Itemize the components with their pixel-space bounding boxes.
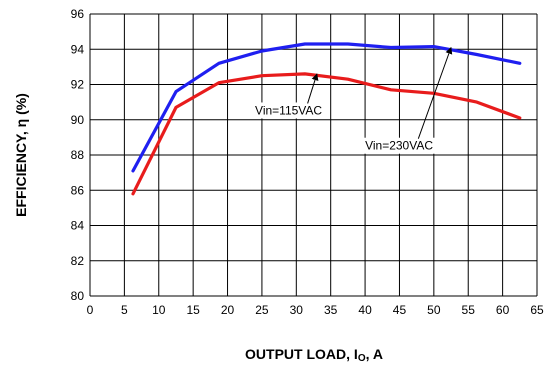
x-tick-label: 20 (221, 303, 235, 317)
y-tick-label: 84 (71, 219, 85, 233)
x-tick-label: 65 (530, 303, 544, 317)
y-tick-labels: 80 82 84 86 88 90 92 94 96 (71, 7, 85, 303)
x-tick-label: 40 (358, 303, 372, 317)
y-tick-label: 80 (71, 289, 85, 303)
y-tick-label: 94 (71, 42, 85, 56)
x-tick-label: 30 (290, 303, 304, 317)
y-tick-label: 92 (71, 78, 85, 92)
x-tick-labels: 0 5 10 15 20 25 30 35 40 45 50 55 60 65 (87, 303, 544, 317)
annotation-bg-2 (363, 137, 436, 154)
x-axis-title-subscript: O (358, 353, 366, 364)
annotation-label-2: Vin=230VAC (365, 139, 433, 153)
grid (89, 13, 538, 297)
x-tick-label: 15 (186, 303, 200, 317)
annotations: Vin=115VAC Vin=230VAC (253, 46, 453, 154)
x-tick-label: 60 (496, 303, 510, 317)
x-tick-label: 0 (87, 303, 94, 317)
annotation-arrow-1 (307, 73, 319, 104)
x-tick-label: 45 (393, 303, 407, 317)
y-tick-label: 86 (71, 183, 85, 197)
y-axis-title: EFFICIENCY, η (%) (13, 93, 29, 217)
y-tick-label: 96 (71, 7, 85, 21)
x-tick-label: 25 (255, 303, 269, 317)
x-tick-label: 55 (462, 303, 476, 317)
x-tick-label: 10 (152, 303, 166, 317)
series-line-1 (131, 42, 522, 173)
y-tick-label: 82 (71, 254, 85, 268)
x-axis-title: OUTPUT LOAD, IO, A (245, 346, 383, 364)
series-group (131, 42, 522, 196)
annotation-arrow-2 (417, 46, 453, 139)
x-tick-label: 5 (121, 303, 128, 317)
y-tick-label: 88 (71, 148, 85, 162)
x-axis-title-suffix: , A (366, 346, 383, 362)
annotation-bg-1 (253, 102, 325, 119)
x-tick-label: 35 (324, 303, 338, 317)
x-tick-label: 50 (427, 303, 441, 317)
y-tick-label: 90 (71, 113, 85, 127)
series-line-2 (131, 72, 522, 196)
annotation-label-1: Vin=115VAC (255, 103, 322, 117)
x-axis-title-main: OUTPUT LOAD, I (245, 346, 358, 362)
